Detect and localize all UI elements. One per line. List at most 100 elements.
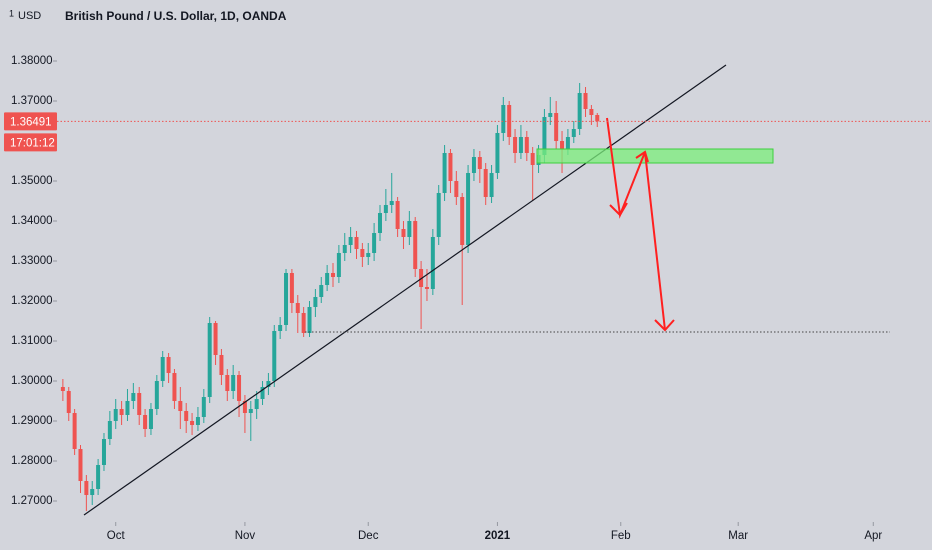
candle-body [160,357,165,381]
scale-marker: 1 [9,8,14,18]
candle-body [78,449,83,481]
axes: 1.27000 1.28000 1.29000 1.30000 1.31000 1.320… [4,55,932,542]
candle-body [148,409,153,429]
candle-body [530,153,535,165]
candle-body [477,157,482,169]
candle-body [260,387,265,399]
candle-body [354,237,359,249]
candle-body [331,273,336,277]
arrow-head [635,150,649,163]
candle-body [184,411,189,421]
candle-body [242,401,247,413]
candle-body [348,237,353,245]
candle-body [213,323,218,355]
candle-body [495,133,500,173]
candle-body [595,115,600,122]
candle-body [460,197,465,245]
candle-body [307,307,312,333]
candle-body [72,413,77,449]
candle-body [383,205,388,213]
x-tick-label: 2021 [485,530,511,542]
candle-body [395,201,400,229]
candle-body [284,273,289,325]
x-tick-label: Nov [235,530,256,542]
candle-body [413,221,418,269]
projection-path [606,117,666,331]
candle-body [190,421,195,425]
candle-body [96,465,101,489]
drawings [83,64,890,516]
last-price-box [4,112,57,131]
candle-body [195,417,200,425]
candle-body [313,297,318,307]
candle-body [143,415,148,429]
y-tick-label: 1.33000 [11,255,53,267]
candle-body [560,141,565,149]
candle-body [577,93,582,129]
candle-body [289,273,294,303]
x-tick-label: Oct [107,530,126,542]
candle-body [231,375,236,391]
y-tick-label: 1.29000 [11,415,53,427]
candle-body [154,381,159,409]
candle-body [483,169,488,197]
candle-body [278,325,283,331]
candle-body [554,113,559,141]
candle-body [178,401,183,411]
candle-body [518,137,523,153]
currency: USD [18,10,41,22]
candle-body [248,409,253,413]
candle-body [272,331,277,381]
candle-body [119,409,124,415]
candle-body [466,173,471,245]
candle-body [401,229,406,237]
candle-body [201,397,206,417]
candle-body [84,481,89,495]
x-tick-label: Dec [358,530,379,542]
candle-body [207,323,212,397]
candle-body [548,113,553,117]
candle-body [436,193,441,237]
countdown-box [4,133,57,152]
y-tick-label: 1.31000 [11,335,53,347]
candle-body [101,439,106,465]
candle-body [125,401,130,415]
candle-body [442,153,447,193]
candle-body [107,421,112,439]
y-tick-label: 1.38000 [11,55,53,67]
candle-body [377,213,382,233]
y-tick-label: 1.37000 [11,95,53,107]
candle-body [325,273,330,285]
arrow-head [654,319,675,332]
candle-body [219,355,224,375]
candle-body [454,181,459,197]
candle-body [407,221,412,237]
candle-body [66,391,71,413]
candle-body [430,237,435,289]
candle-body [424,287,429,289]
candle-body [166,357,171,373]
y-tick-label: 1.30000 [11,375,53,387]
x-tick-label: Mar [728,530,748,542]
candle-body [489,173,494,197]
candle-body [471,157,476,173]
candle-body [336,253,341,277]
candle-body [589,109,594,115]
candle-body [254,399,259,409]
candle-body [319,285,324,297]
y-tick-label: 1.35000 [11,175,53,187]
candle-body [360,249,365,257]
y-tick-label: 1.32000 [11,295,53,307]
candle-body [448,153,453,181]
candle-body [60,387,65,391]
trend-line [83,64,727,516]
candle-body [366,253,371,257]
candle-body [571,129,576,137]
chart-title: British Pound / U.S. Dollar, 1D, OANDA [65,9,287,23]
countdown-label: 17:01:12 [10,137,55,149]
y-tick-label: 1.34000 [11,215,53,227]
candle-body [372,233,377,253]
candle-body [513,137,518,153]
